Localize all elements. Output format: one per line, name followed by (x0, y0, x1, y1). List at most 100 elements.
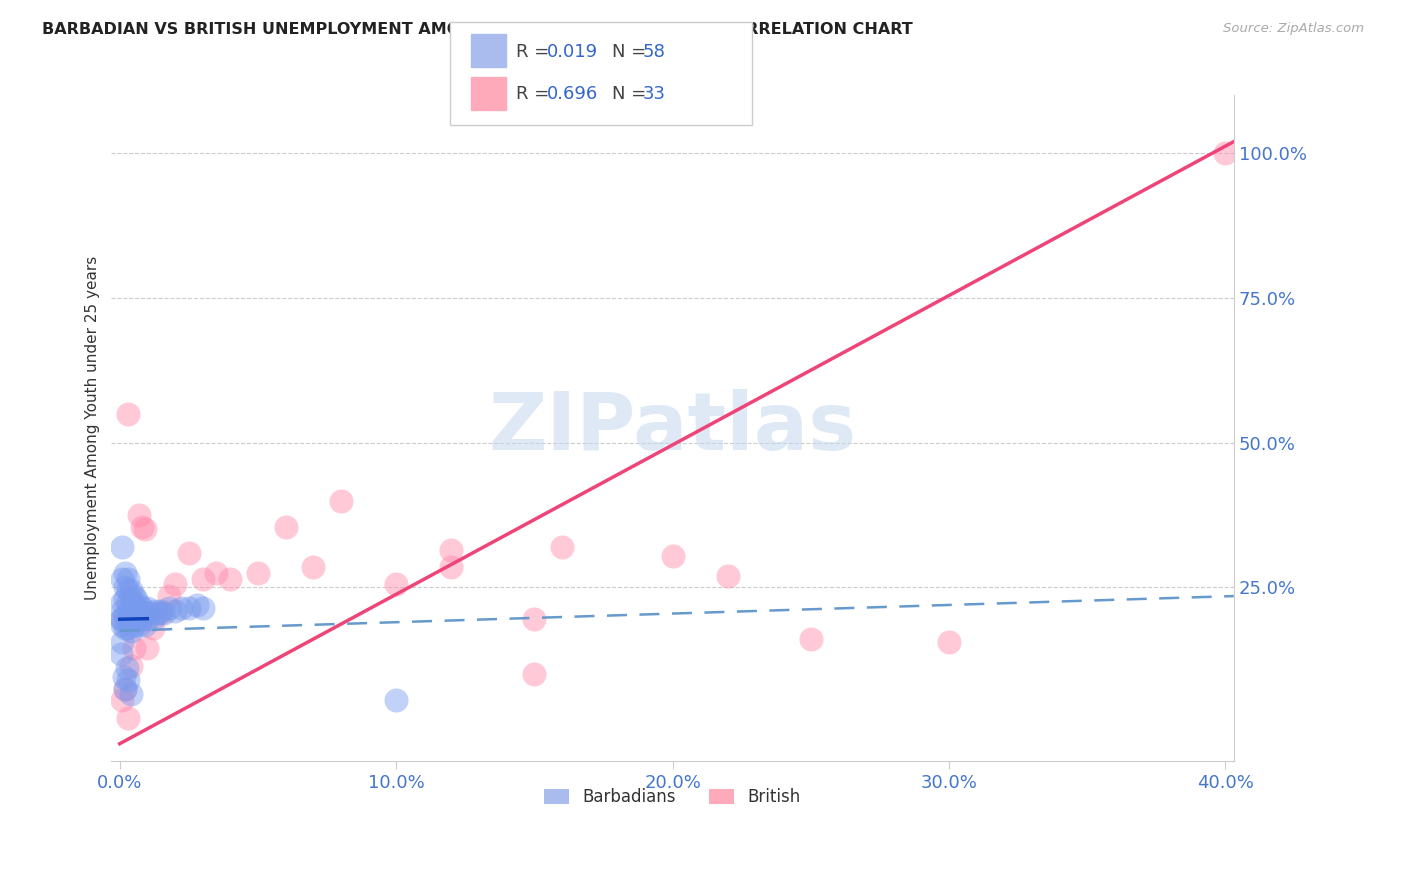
Point (219, 572, 242, 586)
Point (329, 493, 352, 508)
Point (111, 693, 134, 707)
Point (205, 566, 228, 580)
Point (120, 658, 142, 673)
Point (111, 635, 134, 649)
Point (385, 693, 408, 707)
Point (163, 603, 186, 617)
Point (114, 566, 136, 580)
Text: N =: N = (612, 85, 651, 103)
Point (661, 549, 683, 563)
Point (117, 711, 139, 725)
Text: N =: N = (612, 43, 651, 61)
Point (111, 540, 134, 554)
Point (938, 635, 960, 649)
Point (114, 609, 136, 624)
Point (120, 583, 142, 598)
Point (111, 572, 134, 586)
Point (110, 647, 132, 661)
Point (120, 600, 142, 615)
Point (112, 670, 135, 684)
Point (115, 661, 138, 675)
Point (111, 618, 134, 632)
Text: R =: R = (516, 43, 555, 61)
Point (128, 598, 150, 612)
Point (302, 560, 325, 574)
Point (117, 609, 139, 624)
Point (800, 632, 823, 647)
Point (114, 621, 136, 635)
Point (131, 612, 153, 626)
Text: ZIPatlas: ZIPatlas (488, 389, 856, 467)
Point (131, 600, 153, 615)
Point (117, 583, 139, 598)
Point (117, 673, 139, 687)
Point (125, 600, 148, 615)
Point (134, 523, 156, 537)
Point (117, 572, 139, 586)
Point (159, 600, 181, 615)
Point (136, 600, 159, 615)
Point (128, 508, 150, 522)
Point (1215, 146, 1237, 161)
Point (136, 641, 159, 656)
Text: BARBADIAN VS BRITISH UNEMPLOYMENT AMONG YOUTH UNDER 25 YEARS CORRELATION CHART: BARBADIAN VS BRITISH UNEMPLOYMENT AMONG … (42, 22, 912, 37)
Point (145, 603, 167, 617)
Point (117, 595, 139, 609)
Point (551, 540, 574, 554)
Point (120, 612, 142, 626)
Point (717, 569, 740, 583)
Point (142, 612, 165, 626)
Point (128, 607, 150, 621)
Point (191, 600, 214, 615)
Text: 0.696: 0.696 (547, 85, 598, 103)
Point (120, 591, 142, 606)
Point (186, 598, 208, 612)
Point (110, 612, 132, 626)
Point (122, 641, 145, 656)
Point (111, 595, 134, 609)
Point (142, 621, 165, 635)
Point (440, 560, 463, 574)
Point (134, 607, 156, 621)
Text: Source: ZipAtlas.com: Source: ZipAtlas.com (1223, 22, 1364, 36)
Point (131, 519, 153, 533)
Point (117, 621, 139, 635)
Point (114, 681, 136, 696)
Point (385, 577, 408, 591)
Point (440, 542, 463, 557)
Text: 0.019: 0.019 (547, 43, 598, 61)
Point (274, 519, 297, 533)
Point (122, 589, 145, 603)
Point (523, 667, 546, 681)
Point (177, 546, 200, 560)
Point (114, 681, 136, 696)
Text: 58: 58 (643, 43, 665, 61)
Point (125, 591, 148, 606)
Point (114, 591, 136, 606)
Point (169, 600, 191, 615)
Point (111, 603, 134, 617)
Point (150, 603, 173, 617)
Point (163, 577, 186, 591)
Point (111, 612, 134, 626)
Point (136, 612, 159, 626)
Y-axis label: Unemployment Among Youth under 25 years: Unemployment Among Youth under 25 years (86, 256, 100, 600)
Point (122, 598, 145, 612)
Point (177, 600, 200, 615)
Text: 33: 33 (643, 85, 665, 103)
Point (128, 618, 150, 632)
Point (125, 612, 148, 626)
Point (120, 688, 142, 702)
Point (134, 618, 156, 632)
Point (150, 607, 173, 621)
Point (122, 618, 145, 632)
Point (139, 607, 162, 621)
Point (159, 589, 181, 603)
Point (122, 607, 145, 621)
Point (153, 607, 176, 621)
Text: R =: R = (516, 85, 555, 103)
Legend: Barbadians, British: Barbadians, British (537, 781, 807, 813)
Point (523, 612, 546, 626)
Point (246, 566, 269, 580)
Point (120, 624, 142, 638)
